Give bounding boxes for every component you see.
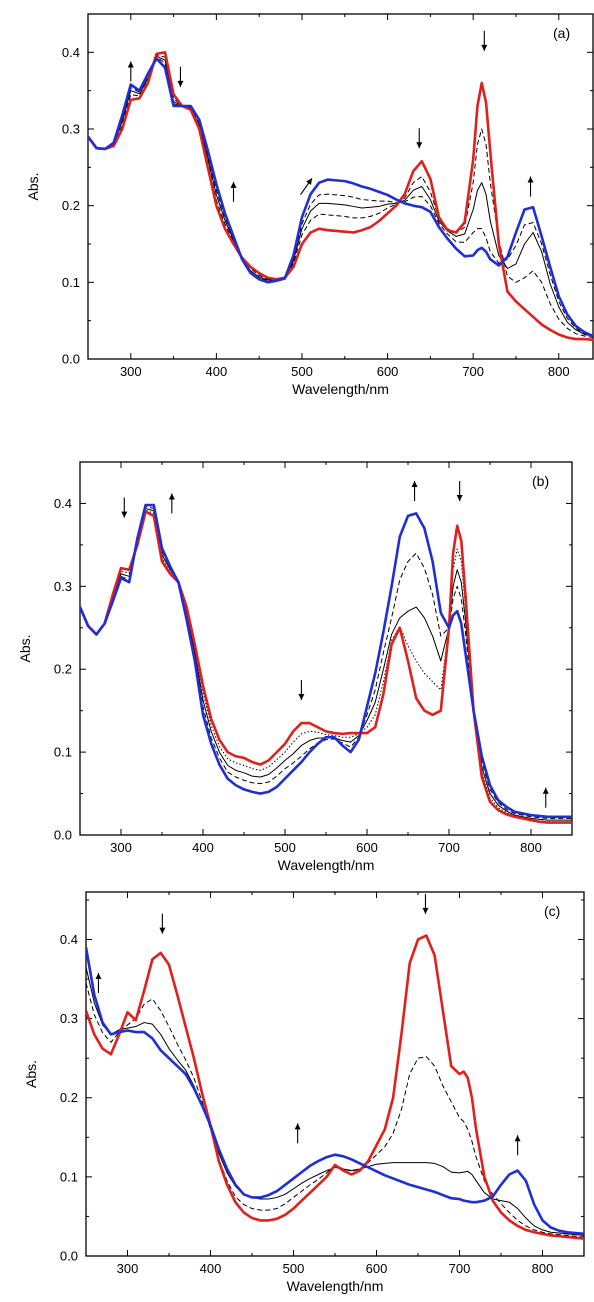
annotation-arrow	[127, 61, 134, 82]
x-tick-label: 700	[438, 840, 460, 855]
x-tick-label: 800	[520, 840, 542, 855]
annotation-arrow	[411, 481, 418, 502]
x-tick-label: 400	[192, 840, 214, 855]
annotation-arrow	[95, 973, 102, 993]
y-tick-label: 0.0	[60, 1249, 78, 1264]
x-tick-label: 600	[366, 1261, 388, 1276]
y-axis-label: Abs.	[23, 1060, 39, 1088]
chart-panel-3: 300 400 500 600 700 800 0.0 0.1 0.2 0.3 0.4 Wavelen…	[23, 891, 585, 1294]
annotation-arrow	[514, 1135, 521, 1156]
annotation-arrow	[121, 497, 128, 518]
annotation-arrow	[481, 30, 488, 51]
x-tick-label: 300	[110, 840, 132, 855]
series-line-intermediate-3	[88, 56, 593, 337]
annotation-arrow	[294, 1123, 301, 1144]
y-tick-label: 0.1	[60, 1169, 78, 1184]
y-tick-label: 0.1	[62, 275, 80, 290]
y-tick-label: 0.4	[54, 496, 72, 511]
series-line-intermediate-2	[88, 55, 593, 337]
x-axis-label: Wavelength/nm	[292, 381, 389, 397]
x-tick-label: 800	[548, 364, 570, 379]
y-tick-label: 0.2	[60, 1090, 78, 1105]
x-tick-label: 500	[274, 840, 296, 855]
series-line-final-4	[88, 57, 593, 338]
panel-label: (a)	[553, 25, 570, 41]
y-tick-label: 0.3	[60, 1011, 78, 1026]
chart-panel-2: 300 400 500 600 700 800 0.0 0.1 0.2 0.3 0.4 Wavelen…	[17, 461, 573, 873]
x-axis-label: Wavelength/nm	[278, 857, 375, 873]
annotation-arrow	[527, 176, 534, 197]
annotation-arrow	[300, 177, 313, 196]
x-tick-label: 700	[462, 364, 484, 379]
panel-label: (c)	[544, 903, 560, 919]
y-tick-label: 0.0	[54, 828, 72, 843]
x-tick-label: 500	[291, 364, 313, 379]
series-line-intermediate-1	[88, 54, 593, 339]
annotation-arrow	[168, 493, 175, 514]
x-tick-label: 600	[356, 840, 378, 855]
series-line-intermediate-1	[80, 509, 572, 823]
x-tick-label: 800	[532, 1261, 554, 1276]
x-tick-label: 500	[283, 1261, 305, 1276]
annotation-arrow	[230, 181, 237, 202]
series-line-initial-0	[88, 51, 593, 342]
y-tick-label: 0.3	[62, 122, 80, 137]
chart-panel-1: 300 400 500 600 700 800 0.0 0.1 0.2 0.3 0.4 Wavelen…	[25, 13, 594, 397]
series-line-initial-0	[80, 510, 572, 824]
series-line-intermediate-3	[80, 506, 572, 819]
annotation-arrow	[298, 679, 305, 700]
x-tick-label: 600	[377, 364, 399, 379]
series-line-intermediate-2	[86, 967, 584, 1236]
y-tick-label: 0.2	[54, 662, 72, 677]
y-tick-label: 0.2	[62, 198, 80, 213]
annotation-arrow	[159, 913, 166, 934]
x-tick-label: 300	[120, 364, 142, 379]
x-tick-label: 400	[200, 1261, 222, 1276]
y-axis-label: Abs.	[25, 172, 41, 200]
x-tick-label: 400	[206, 364, 228, 379]
y-tick-label: 0.4	[60, 932, 78, 947]
annotation-arrow	[422, 893, 429, 914]
series-line-intermediate-1	[86, 982, 584, 1238]
plot-frame	[85, 891, 585, 1257]
annotation-arrow	[456, 481, 463, 502]
series-line-initial-0	[86, 934, 584, 1240]
plot-frame	[87, 13, 594, 360]
y-tick-label: 0.4	[62, 45, 80, 60]
x-axis-label: Wavelength/nm	[287, 1278, 384, 1294]
series-line-final-3	[86, 947, 584, 1236]
x-tick-label: 300	[117, 1261, 139, 1276]
series-line-intermediate-2	[80, 507, 572, 821]
y-tick-label: 0.3	[54, 579, 72, 594]
annotation-arrow	[177, 66, 184, 87]
annotation-arrow	[542, 787, 549, 808]
panel-label: (b)	[532, 473, 549, 489]
annotation-arrow	[416, 128, 423, 149]
y-axis-label: Abs.	[17, 634, 33, 662]
series-line-final-4	[80, 503, 572, 819]
x-tick-label: 700	[449, 1261, 471, 1276]
y-tick-label: 0.0	[62, 352, 80, 367]
y-tick-label: 0.1	[54, 745, 72, 760]
